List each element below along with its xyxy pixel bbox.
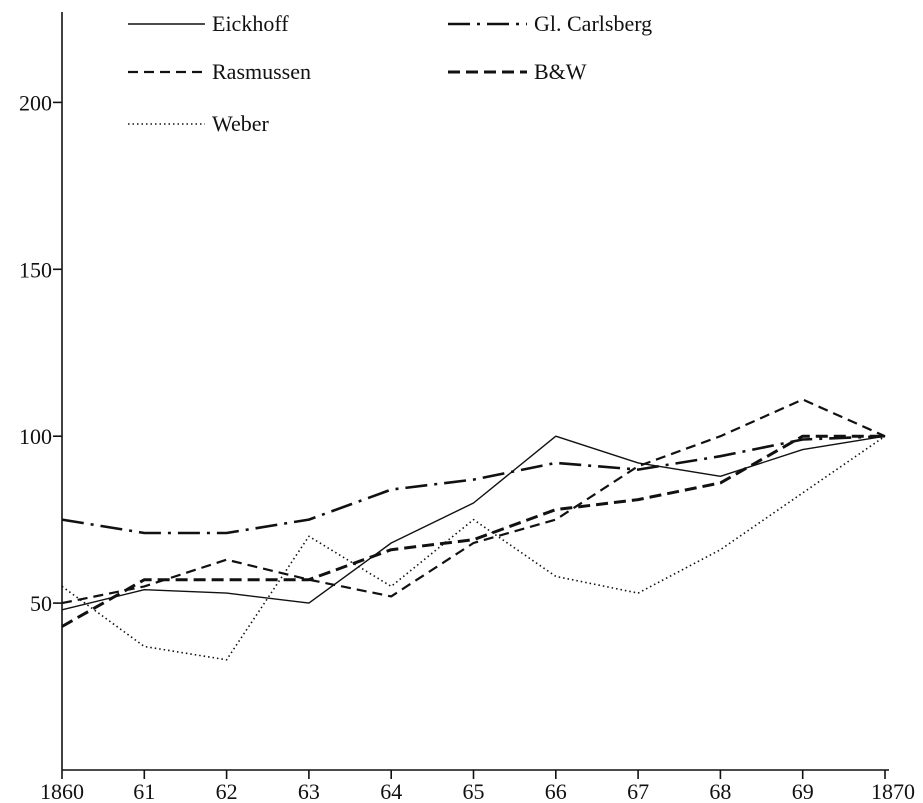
x-tick-label: 67 <box>627 779 649 803</box>
x-tick-label: 1870 <box>871 779 915 803</box>
x-tick-label: 62 <box>216 779 238 803</box>
y-tick-label: 200 <box>19 90 52 115</box>
x-tick-label: 65 <box>463 779 485 803</box>
series-line-gl-carlsberg <box>61 434 886 535</box>
legend-label: Weber <box>212 111 270 136</box>
legend-label: B&W <box>534 59 587 84</box>
x-tick-label: 64 <box>380 779 402 803</box>
x-tick-label: 61 <box>133 779 155 803</box>
legend: Eickhoff Gl. Carlsberg Rasmussen B&W Weber <box>128 11 652 136</box>
series-group <box>61 398 886 661</box>
series-line-b-w <box>61 434 885 628</box>
series-line-rasmussen <box>61 398 886 605</box>
y-tick-label: 100 <box>19 424 52 449</box>
x-tick-label: 63 <box>298 779 320 803</box>
y-tick-label: 50 <box>30 591 52 616</box>
y-tick-label: 150 <box>19 257 52 282</box>
legend-label: Gl. Carlsberg <box>534 11 652 36</box>
x-tick-label: 69 <box>792 779 814 803</box>
axes: 50 100 150 200 1860 61 62 63 64 65 66 67 68 69 1870 <box>19 12 915 803</box>
x-tick-label: 68 <box>709 779 731 803</box>
x-tick-label: 1860 <box>40 779 84 803</box>
legend-label: Rasmussen <box>212 59 311 84</box>
series-line-weber <box>61 435 886 661</box>
legend-label: Eickhoff <box>212 11 289 36</box>
x-tick-label: 66 <box>545 779 567 803</box>
series-line-eickhoff <box>61 435 886 611</box>
